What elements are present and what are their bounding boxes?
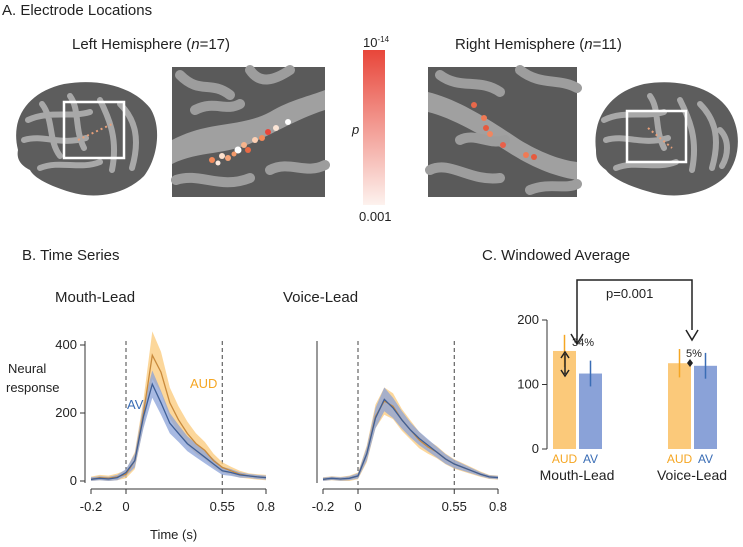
bar-category-label: AV: [583, 452, 598, 466]
panel-b-title: B. Time Series: [22, 247, 120, 264]
left-brain-image: [16, 82, 158, 196]
xlabel: Time (s): [150, 527, 197, 542]
x-tick-label: 0.8: [257, 499, 275, 514]
series-line-av: [90, 382, 267, 480]
bar-y-tick-label: 100: [517, 377, 539, 392]
pct-mouth-arrow: [560, 350, 570, 378]
voice-lead-subtitle: Voice-Lead: [283, 289, 358, 306]
x-tick-label: 0: [122, 499, 129, 514]
y-tick-label: 200: [55, 405, 77, 420]
av-series-label: AV: [127, 397, 144, 412]
bar-category-label: AV: [698, 452, 713, 466]
right-zoom-image: [425, 65, 582, 197]
colorbar-p-label: p: [351, 122, 359, 137]
left-hemisphere-label: Left Hemisphere (n=17): [72, 36, 230, 53]
ylabel-line1: Neural: [8, 361, 46, 376]
bar-voice-lead-av: [694, 365, 717, 449]
bar-mouth-lead-av: [579, 373, 602, 449]
series-band-aud: [91, 331, 266, 481]
bar-y-tick-label: 200: [517, 312, 539, 327]
right-hemisphere-label: Right Hemisphere (n=11): [455, 36, 622, 53]
bar-group-label: Voice-Lead: [657, 467, 727, 483]
timeseries-voice-lead: -0.2 0 0.55 0.8: [312, 341, 507, 514]
aud-series-label: AUD: [190, 376, 217, 391]
pct-mouth-label: 34%: [572, 337, 594, 349]
ylabel-line2: response: [6, 380, 59, 395]
x-tick-label: -0.2: [80, 499, 102, 514]
x-tick-label: 0.55: [210, 499, 235, 514]
colorbar-top-label: 10-14: [363, 35, 390, 50]
right-brain-image: [595, 82, 738, 196]
bar-y-tick-label: 0: [532, 441, 539, 456]
colorbar: 10-14 0.001 p: [351, 35, 392, 224]
x-tick-label: 0.8: [489, 499, 507, 514]
colorbar-bottom-label: 0.001: [359, 209, 392, 224]
left-zoom-image: [171, 65, 330, 197]
y-tick-label: 0: [70, 473, 77, 488]
y-tick-label: 400: [55, 337, 77, 352]
series-band-av: [323, 387, 498, 481]
bar-category-label: AUD: [667, 452, 693, 466]
pct-voice-label: 5%: [686, 348, 702, 360]
x-tick-label: -0.2: [312, 499, 334, 514]
bar-category-label: AUD: [552, 452, 578, 466]
p-value-label: p=0.001: [606, 286, 653, 301]
series-band-av: [91, 370, 266, 481]
x-tick-label: 0.55: [442, 499, 467, 514]
series-line-av: [322, 398, 499, 480]
pct-voice-arrow: [687, 359, 693, 367]
significance-bracket: [570, 279, 699, 346]
bar-group-label: Mouth-Lead: [540, 467, 615, 483]
panel-a-title: A. Electrode Locations: [2, 2, 152, 19]
mouth-lead-subtitle: Mouth-Lead: [55, 289, 135, 306]
bar-mouth-lead-aud: [553, 350, 576, 449]
panel-c-title: C. Windowed Average: [482, 247, 630, 264]
x-tick-label: 0: [354, 499, 361, 514]
bar-voice-lead-aud: [668, 363, 691, 449]
